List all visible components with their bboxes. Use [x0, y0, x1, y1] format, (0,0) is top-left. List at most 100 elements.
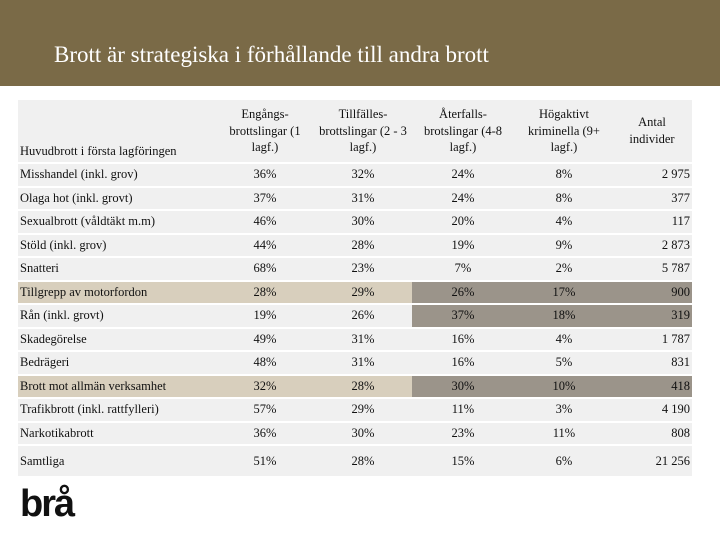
- count-cell: 21 256: [614, 446, 692, 476]
- count-cell: 900: [614, 281, 692, 303]
- percent-cell: 48%: [216, 352, 314, 374]
- percent-cell: 19%: [216, 305, 314, 327]
- table-row: Narkotikabrott 36% 30% 23% 11% 808: [18, 422, 692, 444]
- table-row: Bedrägeri 48% 31% 16% 5% 831: [18, 352, 692, 374]
- count-cell: 831: [614, 352, 692, 374]
- table-row: Samtliga 51% 28% 15% 6% 21 256: [18, 446, 692, 476]
- bra-logo: brå: [20, 484, 78, 520]
- count-cell: 319: [614, 305, 692, 327]
- percent-cell: 68%: [216, 258, 314, 280]
- percent-cell: 23%: [314, 258, 412, 280]
- row-label: Sexualbrott (våldtäkt m.m): [18, 211, 216, 233]
- percent-cell: 26%: [412, 281, 514, 303]
- percent-cell: 31%: [314, 328, 412, 350]
- title-banner: [0, 0, 720, 86]
- percent-cell: 7%: [412, 258, 514, 280]
- percent-cell: 28%: [314, 375, 412, 397]
- percent-cell: 26%: [314, 305, 412, 327]
- percent-cell: 36%: [216, 422, 314, 444]
- percent-cell: 11%: [412, 399, 514, 421]
- percent-cell: 16%: [412, 352, 514, 374]
- percent-cell: 23%: [412, 422, 514, 444]
- percent-cell: 2%: [514, 258, 614, 280]
- table-row: Skadegörelse 49% 31% 16% 4% 1 787: [18, 328, 692, 350]
- slide-title: Brott är strategiska i förhållande till …: [54, 42, 489, 67]
- percent-cell: 4%: [514, 211, 614, 233]
- count-cell: 1 787: [614, 328, 692, 350]
- header-main-crime: Huvudbrott i första lagföringen: [18, 100, 216, 162]
- percent-cell: 49%: [216, 328, 314, 350]
- percent-cell: 11%: [514, 422, 614, 444]
- header-count: Antal individer: [614, 100, 692, 162]
- header-recidivist: Återfalls-brotslingar (4-8 lagf.): [412, 100, 514, 162]
- percent-cell: 4%: [514, 328, 614, 350]
- percent-cell: 5%: [514, 352, 614, 374]
- percent-cell: 29%: [314, 281, 412, 303]
- count-cell: 377: [614, 187, 692, 209]
- count-cell: 418: [614, 375, 692, 397]
- count-cell: 5 787: [614, 258, 692, 280]
- percent-cell: 30%: [314, 422, 412, 444]
- header-occasional: Tillfälles-brottslingar (2 - 3 lagf.): [314, 100, 412, 162]
- percent-cell: 19%: [412, 234, 514, 256]
- row-label: Samtliga: [18, 446, 216, 476]
- table-row: Sexualbrott (våldtäkt m.m) 46% 30% 20% 4% 117: [18, 211, 692, 233]
- table-header-row: Huvudbrott i första lagföringen Engångs-…: [18, 100, 692, 162]
- table-row: Trafikbrott (inkl. rattfylleri) 57% 29% 11%…: [18, 399, 692, 421]
- percent-cell: 17%: [514, 281, 614, 303]
- crime-table: Huvudbrott i första lagföringen Engångs-…: [18, 98, 692, 478]
- percent-cell: 28%: [314, 234, 412, 256]
- count-cell: 2 873: [614, 234, 692, 256]
- percent-cell: 31%: [314, 352, 412, 374]
- percent-cell: 57%: [216, 399, 314, 421]
- percent-cell: 30%: [412, 375, 514, 397]
- table-row: Stöld (inkl. grov) 44% 28% 19% 9% 2 873: [18, 234, 692, 256]
- table-row: Olaga hot (inkl. grovt) 37% 31% 24% 8% 377: [18, 187, 692, 209]
- count-cell: 4 190: [614, 399, 692, 421]
- count-cell: 117: [614, 211, 692, 233]
- table-row: Tillgrepp av motorfordon 28% 29% 26% 17% 900: [18, 281, 692, 303]
- banner-divider: [0, 86, 720, 91]
- percent-cell: 20%: [412, 211, 514, 233]
- percent-cell: 15%: [412, 446, 514, 476]
- percent-cell: 24%: [412, 164, 514, 186]
- bra-logo-text: brå: [20, 484, 76, 520]
- row-label: Trafikbrott (inkl. rattfylleri): [18, 399, 216, 421]
- percent-cell: 28%: [314, 446, 412, 476]
- percent-cell: 24%: [412, 187, 514, 209]
- row-label: Rån (inkl. grovt): [18, 305, 216, 327]
- percent-cell: 3%: [514, 399, 614, 421]
- row-label: Olaga hot (inkl. grovt): [18, 187, 216, 209]
- row-label: Misshandel (inkl. grov): [18, 164, 216, 186]
- percent-cell: 8%: [514, 187, 614, 209]
- percent-cell: 32%: [314, 164, 412, 186]
- row-label: Narkotikabrott: [18, 422, 216, 444]
- row-label: Snatteri: [18, 258, 216, 280]
- header-highly-active: Högaktivt kriminella (9+ lagf.): [514, 100, 614, 162]
- row-label: Skadegörelse: [18, 328, 216, 350]
- percent-cell: 18%: [514, 305, 614, 327]
- percent-cell: 46%: [216, 211, 314, 233]
- percent-cell: 37%: [412, 305, 514, 327]
- percent-cell: 28%: [216, 281, 314, 303]
- percent-cell: 6%: [514, 446, 614, 476]
- table-row: Snatteri 68% 23% 7% 2% 5 787: [18, 258, 692, 280]
- percent-cell: 8%: [514, 164, 614, 186]
- percent-cell: 29%: [314, 399, 412, 421]
- table-row: Rån (inkl. grovt) 19% 26% 37% 18% 319: [18, 305, 692, 327]
- percent-cell: 36%: [216, 164, 314, 186]
- percent-cell: 31%: [314, 187, 412, 209]
- count-cell: 2 975: [614, 164, 692, 186]
- row-label: Stöld (inkl. grov): [18, 234, 216, 256]
- percent-cell: 10%: [514, 375, 614, 397]
- percent-cell: 9%: [514, 234, 614, 256]
- table-row: Brott mot allmän verksamhet 32% 28% 30% 10% 4…: [18, 375, 692, 397]
- percent-cell: 30%: [314, 211, 412, 233]
- percent-cell: 51%: [216, 446, 314, 476]
- percent-cell: 44%: [216, 234, 314, 256]
- row-label: Tillgrepp av motorfordon: [18, 281, 216, 303]
- table-row: Misshandel (inkl. grov) 36% 32% 24% 8% 2 975: [18, 164, 692, 186]
- header-one-time: Engångs-brottslingar (1 lagf.): [216, 100, 314, 162]
- row-label: Brott mot allmän verksamhet: [18, 375, 216, 397]
- row-label: Bedrägeri: [18, 352, 216, 374]
